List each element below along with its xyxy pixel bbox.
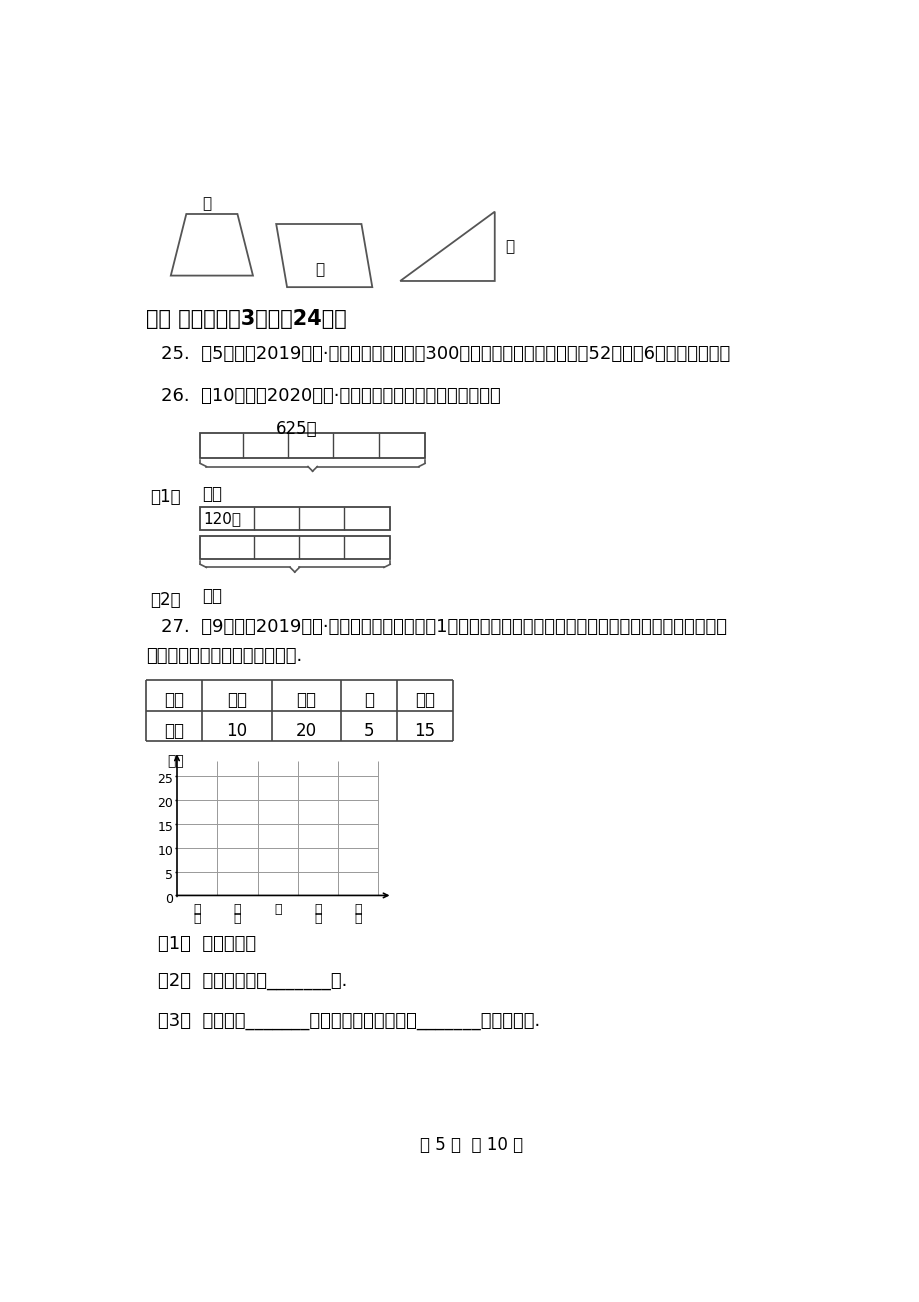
Text: （1）  补全统计图: （1） 补全统计图 [157, 935, 255, 953]
Text: 25.  （5分）（2019三上·新会月考）一篇文章300字，小丁叔叔平均每分钟打52个字，6分钟能打完吗？: 25. （5分）（2019三上·新会月考）一篇文章300字，小丁叔叔平均每分钟打… [162, 345, 730, 363]
Text: 底: 底 [314, 263, 323, 277]
Text: 六、 解答题（共3题；共24分）: 六、 解答题（共3题；共24分） [146, 309, 346, 328]
Text: ？元: ？元 [201, 587, 221, 605]
Bar [200, 506, 390, 530]
Text: 柚子: 柚子 [414, 691, 435, 708]
Text: 类: 类 [354, 913, 362, 926]
Text: 5: 5 [364, 721, 374, 740]
Text: 果: 果 [193, 913, 200, 926]
Text: 下面的条形统计图，并回答问题.: 下面的条形统计图，并回答问题. [146, 647, 302, 665]
Text: 底: 底 [505, 240, 514, 254]
Text: 苹果: 苹果 [226, 691, 246, 708]
Text: （2）: （2） [150, 591, 180, 608]
Text: （2）  图中每格代表_______人.: （2） 图中每格代表_______人. [157, 973, 346, 991]
Text: 梨: 梨 [364, 691, 374, 708]
Text: 27.  （9分）（2019四上·西工期末）下面是四（1）班学生最喜欢吃的水果情况统计表，请你根据统计表完成: 27. （9分）（2019四上·西工期末）下面是四（1）班学生最喜欢吃的水果情况… [162, 618, 727, 637]
Text: 25: 25 [157, 773, 173, 786]
Text: 15: 15 [157, 822, 173, 835]
Text: 种类: 种类 [164, 691, 184, 708]
Text: 120元: 120元 [203, 512, 241, 526]
Bar [200, 536, 390, 559]
Text: 第 5 页  共 10 页: 第 5 页 共 10 页 [419, 1135, 523, 1154]
Text: 莓: 莓 [233, 913, 241, 926]
Text: 人数: 人数 [164, 721, 184, 740]
Text: 子: 子 [314, 913, 322, 926]
Text: 20: 20 [296, 721, 317, 740]
Text: 10: 10 [226, 721, 247, 740]
Text: 草: 草 [233, 904, 241, 917]
Text: 15: 15 [414, 721, 435, 740]
Text: 种: 种 [354, 904, 362, 917]
Text: 苹: 苹 [193, 904, 200, 917]
Text: 底: 底 [201, 197, 210, 211]
Text: （1）: （1） [150, 488, 180, 506]
Text: 10: 10 [157, 845, 173, 858]
Text: 5: 5 [165, 868, 173, 881]
Text: 26.  （10分）（2020三下·惠阳期末）看图列综合算式计算。: 26. （10分）（2020三下·惠阳期末）看图列综合算式计算。 [162, 387, 501, 405]
Text: 草莓: 草莓 [296, 691, 316, 708]
Text: 柚: 柚 [314, 904, 322, 917]
Text: 人数: 人数 [167, 755, 184, 768]
Text: ？个: ？个 [201, 486, 221, 503]
Text: 20: 20 [157, 797, 173, 810]
Text: 梨: 梨 [274, 904, 281, 917]
Text: 625个: 625个 [276, 419, 318, 437]
Text: （3）  最喜欢吃_______的人数最多，最喜欢吃_______的人数最少.: （3） 最喜欢吃_______的人数最多，最喜欢吃_______的人数最少. [157, 1013, 539, 1030]
Text: 0: 0 [165, 893, 173, 906]
Bar [200, 434, 425, 458]
